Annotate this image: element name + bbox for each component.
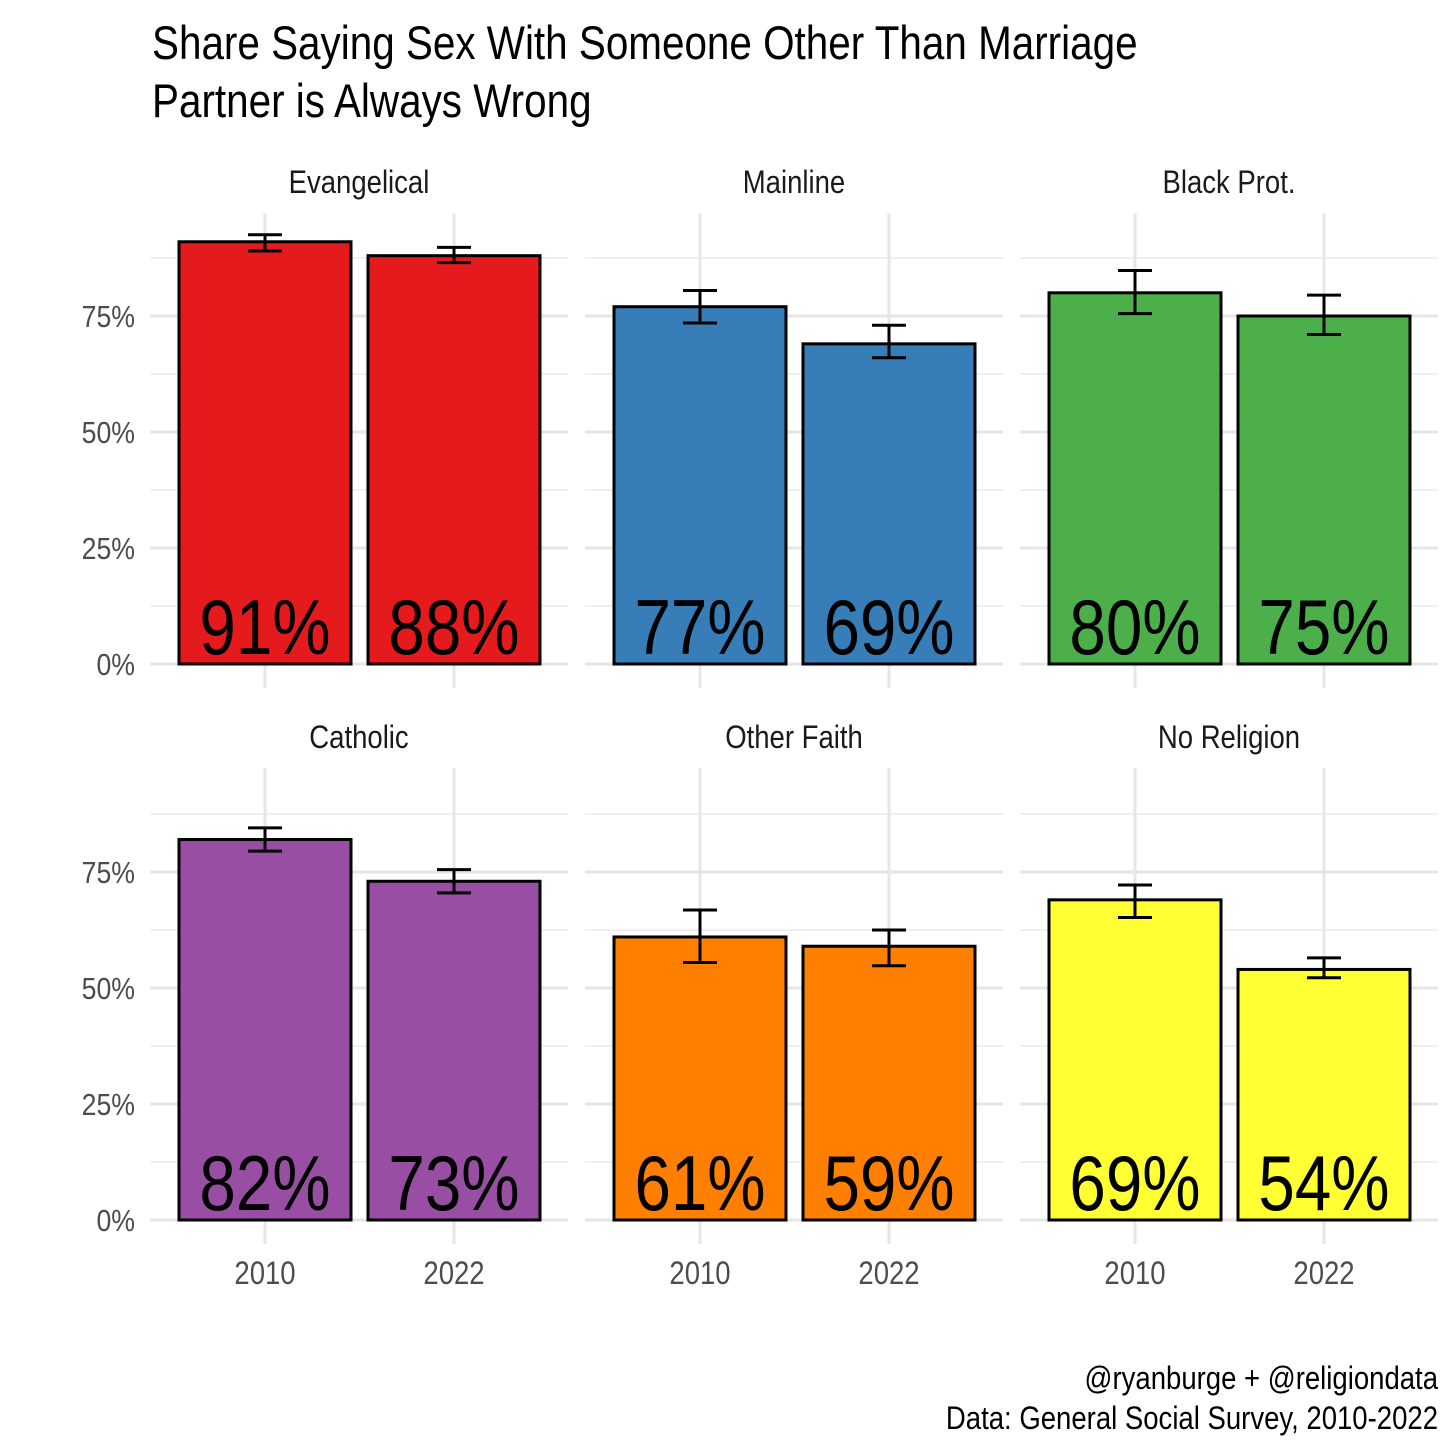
data-label: 88% (388, 585, 519, 672)
facet-label: No Religion (1158, 720, 1300, 755)
bar (612, 305, 788, 666)
bar (1236, 314, 1412, 666)
y-tick-label: 50% (82, 972, 135, 1006)
bar (177, 240, 353, 666)
facet-label: Catholic (309, 720, 408, 755)
facet-label: Evangelical (289, 165, 430, 200)
chart-title-line-2: Partner is Always Wrong (152, 74, 592, 127)
x-tick-label: 2010 (669, 1256, 730, 1291)
x-tick-label: 2022 (423, 1256, 484, 1291)
data-label: 91% (199, 585, 330, 672)
y-tick-label: 50% (82, 416, 135, 450)
facet-label: Black Prot. (1163, 165, 1296, 200)
data-label: 75% (1258, 585, 1389, 672)
data-label: 61% (634, 1141, 765, 1228)
y-tick-label: 25% (82, 532, 135, 566)
y-tick-label: 0% (96, 648, 135, 682)
bar (366, 879, 542, 1222)
data-label: 82% (199, 1141, 330, 1228)
data-label: 69% (823, 585, 954, 672)
bar (801, 944, 977, 1222)
data-label: 80% (1069, 585, 1200, 672)
y-tick-label: 25% (82, 1088, 135, 1122)
data-label: 54% (1258, 1141, 1389, 1228)
bar (1236, 967, 1412, 1222)
bar (177, 838, 353, 1222)
y-tick-label: 75% (82, 300, 135, 334)
x-tick-label: 2022 (858, 1256, 919, 1291)
bar (612, 935, 788, 1222)
facet-label: Other Faith (725, 720, 863, 755)
data-label: 73% (388, 1141, 519, 1228)
y-tick-label: 0% (96, 1204, 135, 1238)
x-tick-label: 2010 (1104, 1256, 1165, 1291)
x-tick-label: 2010 (234, 1256, 295, 1291)
data-label: 69% (1069, 1141, 1200, 1228)
chart-title-line-1: Share Saying Sex With Someone Other Than… (152, 16, 1138, 69)
caption-credit: @ryanburge + @religiondata (1084, 1360, 1438, 1396)
data-label: 77% (634, 585, 765, 672)
x-tick-label: 2022 (1293, 1256, 1354, 1291)
bar (1047, 898, 1223, 1222)
y-tick-label: 75% (82, 856, 135, 890)
bar (366, 254, 542, 666)
chart-title: Share Saying Sex With Someone Other Than… (152, 14, 1253, 130)
facet-label: Mainline (743, 165, 845, 200)
bar (801, 342, 977, 666)
bar (1047, 291, 1223, 666)
data-label: 59% (823, 1141, 954, 1228)
caption-source: Data: General Social Survey, 2010-2022 (945, 1400, 1438, 1436)
